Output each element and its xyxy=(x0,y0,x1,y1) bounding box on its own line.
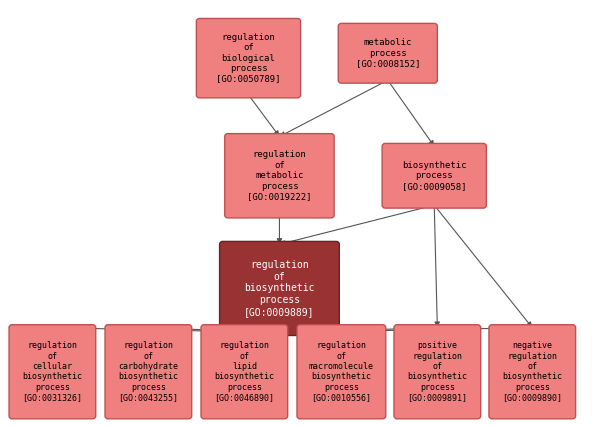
FancyBboxPatch shape xyxy=(382,144,486,208)
Text: regulation
of
metabolic
process
[GO:0019222]: regulation of metabolic process [GO:0019… xyxy=(247,150,312,201)
FancyBboxPatch shape xyxy=(489,325,575,419)
Text: biosynthetic
process
[GO:0009058]: biosynthetic process [GO:0009058] xyxy=(402,161,466,191)
FancyBboxPatch shape xyxy=(339,23,437,83)
Text: regulation
of
macromolecule
biosynthetic
process
[GO:0010556]: regulation of macromolecule biosynthetic… xyxy=(309,341,374,402)
FancyBboxPatch shape xyxy=(201,325,288,419)
Text: regulation
of
carbohydrate
biosynthetic
process
[GO:0043255]: regulation of carbohydrate biosynthetic … xyxy=(118,341,178,402)
Text: negative
regulation
of
biosynthetic
process
[GO:0009890]: negative regulation of biosynthetic proc… xyxy=(502,341,562,402)
FancyBboxPatch shape xyxy=(225,134,334,218)
Text: metabolic
process
[GO:0008152]: metabolic process [GO:0008152] xyxy=(356,38,420,68)
FancyBboxPatch shape xyxy=(196,18,300,98)
FancyBboxPatch shape xyxy=(9,325,96,419)
FancyBboxPatch shape xyxy=(394,325,481,419)
Text: regulation
of
biosynthetic
process
[GO:0009889]: regulation of biosynthetic process [GO:0… xyxy=(244,260,315,317)
Text: regulation
of
lipid
biosynthetic
process
[GO:0046890]: regulation of lipid biosynthetic process… xyxy=(214,341,274,402)
FancyBboxPatch shape xyxy=(297,325,386,419)
FancyBboxPatch shape xyxy=(105,325,192,419)
FancyBboxPatch shape xyxy=(220,242,339,336)
Text: regulation
of
biological
process
[GO:0050789]: regulation of biological process [GO:005… xyxy=(216,33,281,83)
Text: positive
regulation
of
biosynthetic
process
[GO:0009891]: positive regulation of biosynthetic proc… xyxy=(408,341,467,402)
Text: regulation
of
cellular
biosynthetic
process
[GO:0031326]: regulation of cellular biosynthetic proc… xyxy=(23,341,82,402)
